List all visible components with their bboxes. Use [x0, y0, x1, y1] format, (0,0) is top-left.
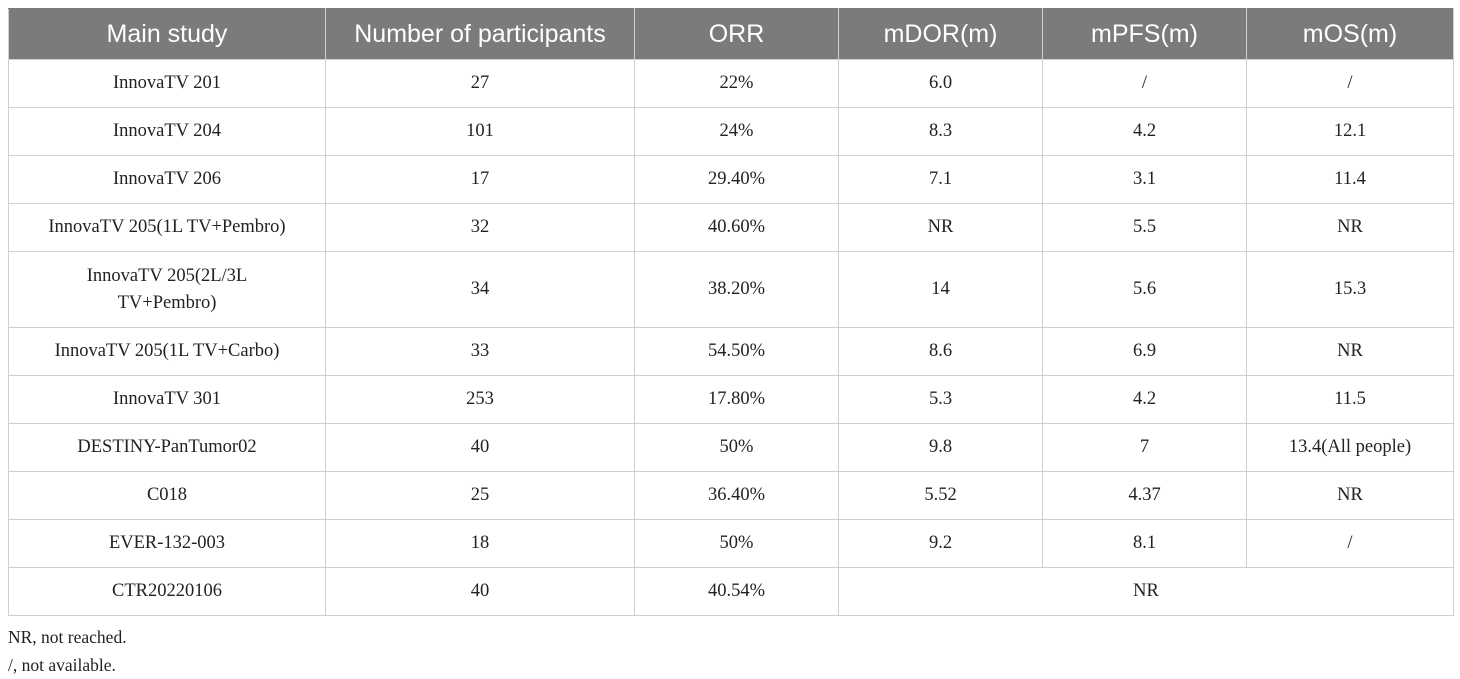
- table-row: InnovaTV 201 27 22% 6.0 / /: [8, 59, 1454, 108]
- cell-merged-outcomes: NR: [838, 567, 1454, 616]
- cell-mos: 15.3: [1246, 251, 1454, 328]
- cell-mpfs: 6.9: [1042, 327, 1247, 376]
- cell-participants: 25: [325, 471, 635, 520]
- cell-mdor: 9.8: [838, 423, 1043, 472]
- cell-study: InnovaTV 205(2L/3L TV+Pembro): [8, 251, 326, 328]
- cell-mpfs: /: [1042, 59, 1247, 108]
- cell-orr: 22%: [634, 59, 839, 108]
- cell-orr: 36.40%: [634, 471, 839, 520]
- cell-orr: 40.60%: [634, 203, 839, 252]
- cell-mos: /: [1246, 519, 1454, 568]
- cell-participants: 101: [325, 107, 635, 156]
- cell-mdor: 6.0: [838, 59, 1043, 108]
- cell-study-line-1: InnovaTV 205(2L/3L: [86, 265, 248, 286]
- cell-orr: 50%: [634, 519, 839, 568]
- cell-mpfs: 5.6: [1042, 251, 1247, 328]
- cell-mdor: 5.3: [838, 375, 1043, 424]
- table-row: InnovaTV 205(1L TV+Pembro) 32 40.60% NR …: [8, 203, 1454, 252]
- cell-mpfs: 3.1: [1042, 155, 1247, 204]
- table-row: CTR20220106 40 40.54% NR: [8, 567, 1454, 616]
- cell-study: InnovaTV 205(1L TV+Carbo): [8, 327, 326, 376]
- header-mpfs: mPFS(m): [1042, 8, 1247, 60]
- cell-orr: 54.50%: [634, 327, 839, 376]
- cell-study: DESTINY-PanTumor02: [8, 423, 326, 472]
- table-row: C018 25 36.40% 5.52 4.37 NR: [8, 471, 1454, 520]
- cell-mos: 11.4: [1246, 155, 1454, 204]
- cell-mpfs: 4.2: [1042, 107, 1247, 156]
- cell-participants: 27: [325, 59, 635, 108]
- cell-mos: NR: [1246, 471, 1454, 520]
- cell-participants: 33: [325, 327, 635, 376]
- table-row: EVER-132-003 18 50% 9.2 8.1 /: [8, 519, 1454, 568]
- cell-mdor: 5.52: [838, 471, 1043, 520]
- header-mdor: mDOR(m): [838, 8, 1043, 60]
- cell-mdor: 14: [838, 251, 1043, 328]
- cell-participants: 18: [325, 519, 635, 568]
- table-header-row: Main study Number of participants ORR mD…: [8, 8, 1454, 60]
- table-row: InnovaTV 301 253 17.80% 5.3 4.2 11.5: [8, 375, 1454, 424]
- cell-participants: 40: [325, 567, 635, 616]
- table-row: DESTINY-PanTumor02 40 50% 9.8 7 13.4(All…: [8, 423, 1454, 472]
- cell-orr: 17.80%: [634, 375, 839, 424]
- cell-mos: NR: [1246, 203, 1454, 252]
- cell-orr: 24%: [634, 107, 839, 156]
- header-main-study: Main study: [8, 8, 326, 60]
- cell-orr: 38.20%: [634, 251, 839, 328]
- table-row: InnovaTV 205(2L/3L TV+Pembro) 34 38.20% …: [8, 251, 1454, 328]
- table-row: InnovaTV 204 101 24% 8.3 4.2 12.1: [8, 107, 1454, 156]
- cell-mpfs: 4.2: [1042, 375, 1247, 424]
- cell-study: InnovaTV 204: [8, 107, 326, 156]
- cell-mdor: 8.3: [838, 107, 1043, 156]
- cell-mos: 12.1: [1246, 107, 1454, 156]
- cell-study: InnovaTV 301: [8, 375, 326, 424]
- cell-participants: 34: [325, 251, 635, 328]
- cell-participants: 253: [325, 375, 635, 424]
- cell-mdor: 9.2: [838, 519, 1043, 568]
- results-table: Main study Number of participants ORR mD…: [8, 8, 1454, 616]
- table-footnotes: NR, not reached. /, not available.: [8, 623, 127, 679]
- table-row: InnovaTV 205(1L TV+Carbo) 33 54.50% 8.6 …: [8, 327, 1454, 376]
- footnote-not-available: /, not available.: [8, 655, 116, 675]
- cell-mdor: 7.1: [838, 155, 1043, 204]
- header-orr: ORR: [634, 8, 839, 60]
- cell-mpfs: 7: [1042, 423, 1247, 472]
- cell-orr: 50%: [634, 423, 839, 472]
- cell-mdor: 8.6: [838, 327, 1043, 376]
- cell-mos: /: [1246, 59, 1454, 108]
- cell-mos: 13.4(All people): [1246, 423, 1454, 472]
- cell-study: InnovaTV 206: [8, 155, 326, 204]
- header-number-of-participants: Number of participants: [325, 8, 635, 60]
- footnote-nr: NR, not reached.: [8, 627, 127, 647]
- header-mos: mOS(m): [1246, 8, 1454, 60]
- cell-study: InnovaTV 205(1L TV+Pembro): [8, 203, 326, 252]
- cell-mdor: NR: [838, 203, 1043, 252]
- cell-participants: 17: [325, 155, 635, 204]
- cell-participants: 40: [325, 423, 635, 472]
- cell-study: C018: [8, 471, 326, 520]
- cell-mpfs: 4.37: [1042, 471, 1247, 520]
- cell-study: InnovaTV 201: [8, 59, 326, 108]
- cell-study: CTR20220106: [8, 567, 326, 616]
- cell-mpfs: 8.1: [1042, 519, 1247, 568]
- cell-study-line-2: TV+Pembro): [117, 292, 217, 313]
- cell-study: EVER-132-003: [8, 519, 326, 568]
- cell-orr: 40.54%: [634, 567, 839, 616]
- cell-participants: 32: [325, 203, 635, 252]
- cell-mos: NR: [1246, 327, 1454, 376]
- table-row: InnovaTV 206 17 29.40% 7.1 3.1 11.4: [8, 155, 1454, 204]
- cell-mpfs: 5.5: [1042, 203, 1247, 252]
- cell-mos: 11.5: [1246, 375, 1454, 424]
- cell-orr: 29.40%: [634, 155, 839, 204]
